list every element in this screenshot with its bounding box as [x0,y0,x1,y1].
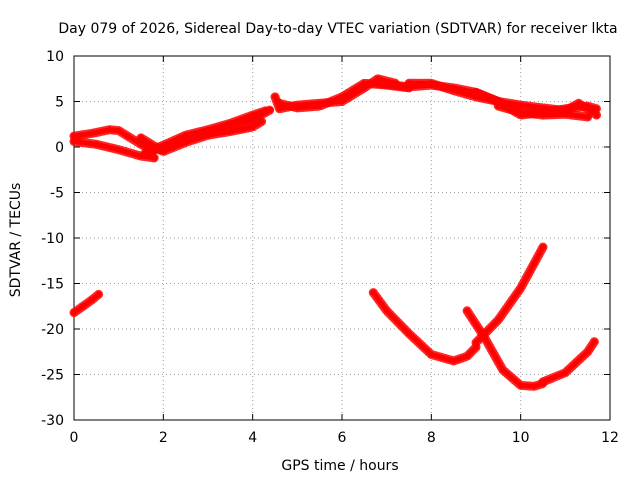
data-point [115,146,122,153]
data-point [124,133,131,140]
data-point [495,103,502,110]
y-tick-label: -5 [50,186,64,202]
data-point [517,382,524,389]
y-tick-label: -20 [41,322,64,338]
data-point [531,383,538,390]
data-point [88,130,95,137]
data-point [473,89,479,96]
data-point [464,307,471,314]
series-markers-arc-12 [69,289,104,318]
y-tick-label: -30 [41,413,64,429]
y-tick-label: 0 [55,140,64,156]
data-point [562,111,569,118]
y-tick-label: -10 [41,231,64,247]
data-point [584,103,591,110]
series-markers-arc-5 [154,105,275,155]
data-point [71,309,77,316]
data-point [138,134,144,141]
data-point [406,80,412,87]
data-point [142,149,149,156]
y-tick-label: -25 [41,368,64,384]
data-point [88,296,95,303]
x-tick-label: 4 [248,430,257,446]
data-point [151,154,158,161]
data-point [450,87,457,94]
data-point [155,146,162,153]
x-tick-label: 0 [70,430,79,446]
data-point [267,106,274,113]
data-point [205,129,211,136]
data-point [294,104,301,111]
data-point [383,307,390,314]
data-point [540,378,546,385]
x-tick-label: 2 [159,430,168,446]
data-point [361,80,368,87]
y-tick-label: 10 [46,49,64,65]
data-point [495,316,502,323]
data-point [517,109,524,116]
data-point [428,351,435,358]
data-point [428,80,435,87]
data-point [374,80,381,87]
x-tick-label: 10 [512,430,530,446]
series-layer [69,74,602,391]
y-tick-label: -15 [41,277,64,293]
x-axis-label: GPS time / hours [281,458,398,474]
data-point [71,138,77,145]
data-point [540,112,546,119]
data-point [591,338,598,345]
data-point [562,369,569,376]
data-point [95,291,102,298]
series-markers-arc-13 [368,288,481,366]
data-point [276,100,283,107]
data-point [593,105,600,112]
data-point [473,339,479,346]
data-point [249,124,256,130]
x-tick-label: 12 [601,430,619,446]
y-tick-label: 5 [55,95,64,111]
data-point [450,357,457,364]
data-point [316,103,323,110]
data-point [517,102,524,109]
data-point [499,366,506,373]
y-axis-label: SDTVAR / TECUs [8,183,24,298]
data-point [106,126,113,133]
tick-layer: 0 2 4 6 8 10 12 -30 -25 -20 -15 -10 -5 0 5 10 [41,49,619,446]
chart-title: Day 079 of 2026, Sidereal Day-to-day VTE… [58,21,617,37]
data-point [584,348,591,355]
data-point [227,122,234,129]
series-markers-arc-15 [538,337,599,387]
data-point [540,244,546,251]
data-point [584,114,591,120]
x-tick-label: 6 [338,430,347,446]
data-point [272,93,278,100]
data-point [406,330,412,337]
data-point [339,93,345,100]
data-point [593,112,600,119]
data-point [517,285,524,292]
data-point [115,127,122,134]
data-point [531,260,538,267]
data-point [182,136,189,143]
x-tick-label: 8 [427,430,436,446]
data-point [464,353,471,360]
data-point [79,303,86,310]
data-point [93,141,100,148]
data-point [370,289,377,296]
data-point [249,116,256,123]
